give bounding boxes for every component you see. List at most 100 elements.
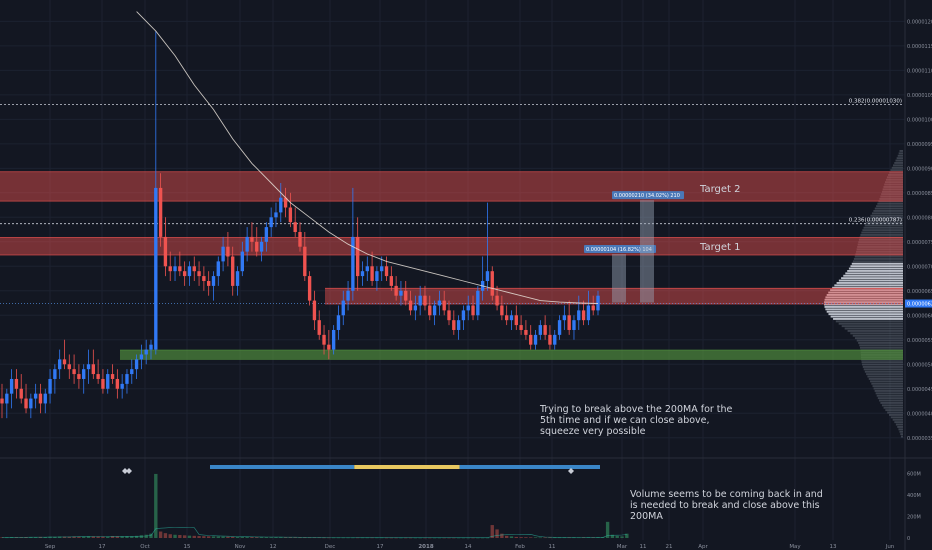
volume-annotation: Volume seems to be coming back in and is…: [630, 489, 823, 522]
y-tick-label: 0.00000500: [907, 362, 932, 368]
candle-body: [317, 320, 321, 335]
volume-bar: [279, 537, 283, 538]
volume-bar: [125, 536, 129, 538]
volume-bar: [615, 535, 619, 538]
volume-bar: [115, 536, 120, 538]
grid: [0, 0, 905, 540]
signal-bar-segment: [459, 465, 600, 469]
candle-body: [365, 266, 369, 272]
candle-body: [322, 334, 326, 345]
volume-profile-bar: [862, 229, 903, 232]
volume-profile-bar: [898, 428, 903, 431]
volume-profile-bar: [836, 282, 903, 284]
candle-body: [288, 207, 293, 223]
volume-profile-bar: [884, 183, 903, 186]
volume-bar: [389, 537, 394, 539]
volume-profile-bar: [880, 195, 903, 198]
volume-profile-bar: [881, 190, 903, 193]
volume-bar: [82, 536, 86, 538]
x-tick-label: 14: [465, 544, 472, 550]
volume-bar: [245, 537, 249, 538]
volume-bar: [14, 537, 19, 538]
volume-bar: [490, 525, 494, 538]
volume-bar: [163, 533, 168, 538]
volume-bar: [620, 536, 624, 538]
volume-profile-bar: [838, 322, 903, 325]
volume-bar: [351, 537, 355, 539]
candle-body: [567, 315, 571, 330]
volume-bar: [543, 537, 547, 539]
x-tick-label: 13: [830, 544, 837, 550]
candle-body: [38, 393, 43, 404]
volume-profile-bar: [886, 176, 903, 179]
volume-profile-bar: [897, 154, 903, 157]
volume-profile-bar: [877, 397, 903, 400]
y-tick-label: 0.00000650: [907, 289, 932, 295]
x-tick-label: Mar: [617, 544, 628, 550]
volume-profile-bar: [894, 162, 903, 164]
main-annotation: Trying to break above the 200MA for the …: [540, 404, 733, 437]
volume-bar: [67, 536, 71, 538]
candle-body: [178, 266, 182, 272]
volume-bar: [206, 536, 211, 538]
volume-profile-bar: [872, 385, 903, 388]
moving-average: [136, 11, 599, 304]
candle-body: [115, 378, 120, 389]
signal-bar-segment: [354, 465, 460, 469]
x-tick-label: Feb: [515, 544, 525, 550]
candle-body: [375, 271, 379, 281]
volume-bar: [216, 536, 220, 538]
volume-profile-bar: [867, 375, 903, 378]
zones: [0, 171, 903, 360]
volume-ma-line: [2, 527, 627, 539]
candle-body: [231, 256, 235, 286]
volume-bar: [529, 537, 533, 538]
candle-body: [327, 344, 331, 350]
candle-body: [341, 300, 345, 316]
volume-profile-bar: [862, 363, 903, 366]
candle-body: [380, 266, 384, 272]
volume-bar: [298, 537, 302, 539]
candle-body: [384, 266, 389, 277]
volume-bar: [192, 535, 196, 538]
y-tick-label: 0.00001200: [907, 19, 932, 25]
volume-profile-bar: [885, 178, 903, 181]
candle-body: [548, 334, 552, 345]
volume-bar: [110, 536, 115, 538]
candle-body: [14, 378, 19, 389]
candle-body: [0, 398, 4, 404]
volume-profile-bar: [854, 337, 903, 340]
candle-body: [110, 374, 115, 379]
volume-profile-bar: [828, 313, 903, 316]
candle-body: [216, 261, 220, 277]
volume-bar: [96, 536, 100, 538]
volume-tick-label: 0: [907, 536, 910, 542]
volume-bar: [567, 537, 571, 539]
volume-bar: [72, 536, 76, 538]
volume-bar: [211, 536, 216, 538]
volume-bar: [168, 534, 172, 538]
volume-bar: [605, 521, 610, 538]
volume-profile-bar: [900, 435, 903, 438]
candle-body: [274, 212, 278, 218]
candle-body: [202, 276, 206, 281]
volume-profile-bar: [828, 291, 903, 294]
candle-body: [456, 320, 461, 330]
candles: [0, 31, 600, 419]
x-tick-label: 11: [549, 544, 556, 550]
candle-body: [581, 310, 586, 321]
candle-body: [346, 290, 350, 301]
candle-body: [553, 334, 557, 345]
volume-profile-bar: [885, 409, 903, 412]
volume-profile-bar: [870, 214, 903, 217]
volume-profile-bar: [861, 231, 903, 234]
volume-profile-bar: [892, 418, 903, 421]
target-1-label: Target 1: [700, 242, 741, 253]
candle-body: [269, 217, 273, 228]
volume-profile-bar: [887, 411, 903, 414]
candle-body: [437, 300, 442, 306]
y-tick-label: 0.00000350: [907, 436, 932, 442]
candle-body: [442, 300, 446, 311]
volume-profile-bar: [835, 320, 903, 323]
candle-body: [524, 329, 528, 335]
